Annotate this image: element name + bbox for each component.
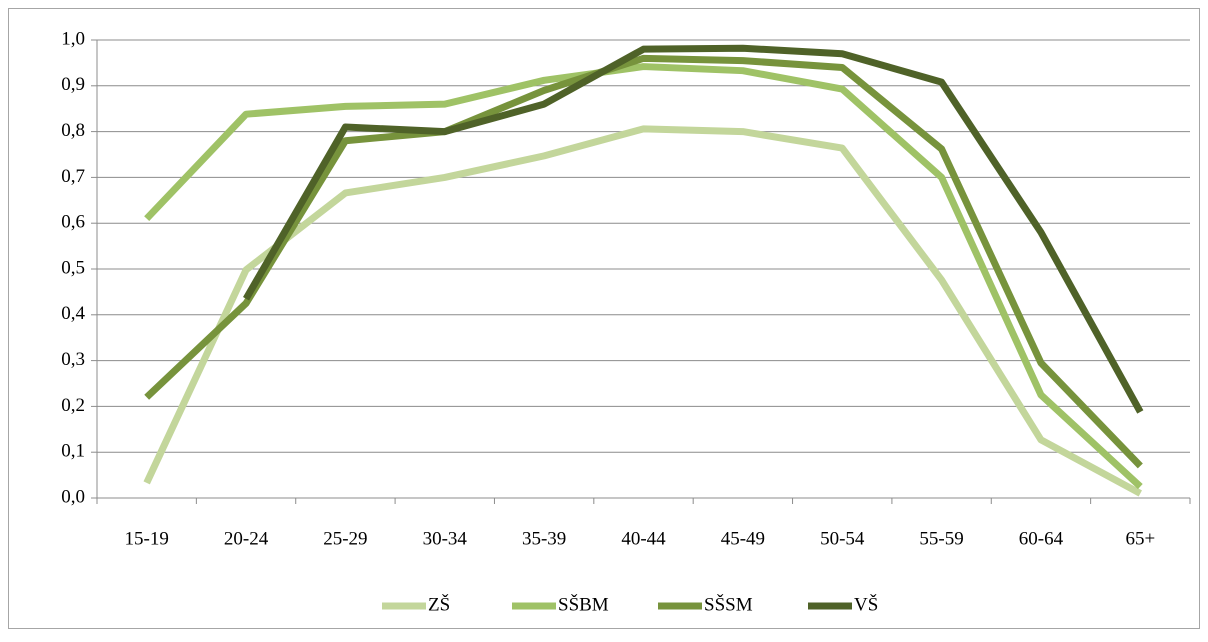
y-tick-label: 1,0 xyxy=(61,28,85,49)
x-tick-label: 15-19 xyxy=(125,528,169,549)
legend-label: SŠBM xyxy=(558,593,609,615)
x-tick-label: 20-24 xyxy=(224,528,269,549)
x-tick-label: 40-44 xyxy=(621,528,666,549)
x-tick-label: 45-49 xyxy=(721,528,765,549)
x-tick-label: 60-64 xyxy=(1019,528,1064,549)
series-line xyxy=(144,54,1143,469)
y-tick-label: 0,2 xyxy=(61,395,85,416)
x-tick-label: 25-29 xyxy=(323,528,367,549)
series-line xyxy=(243,44,1144,414)
chart-frame xyxy=(8,8,1200,629)
x-tick-label: 50-54 xyxy=(820,528,865,549)
x-tick-label: 55-59 xyxy=(919,528,963,549)
y-tick-label: 0,8 xyxy=(61,120,85,141)
legend-label: SŠSM xyxy=(704,593,753,615)
y-tick-label: 0,5 xyxy=(61,257,85,278)
y-tick-label: 0,4 xyxy=(61,303,85,324)
y-tick-label: 0,1 xyxy=(61,441,85,462)
x-tick-label: 30-34 xyxy=(423,528,468,549)
y-tick-label: 0,3 xyxy=(61,349,85,370)
series-line xyxy=(144,63,1143,490)
legend-label: ZŠ xyxy=(428,593,450,615)
y-tick-label: 0,9 xyxy=(61,74,85,95)
y-tick-label: 0,7 xyxy=(61,166,85,187)
series-line xyxy=(143,125,1142,497)
x-tick-label: 65+ xyxy=(1125,528,1155,549)
legend-label: VŠ xyxy=(854,593,878,615)
y-tick-label: 0,6 xyxy=(61,212,85,233)
x-tick-label: 35-39 xyxy=(522,528,566,549)
y-tick-label: 0,0 xyxy=(61,486,85,507)
